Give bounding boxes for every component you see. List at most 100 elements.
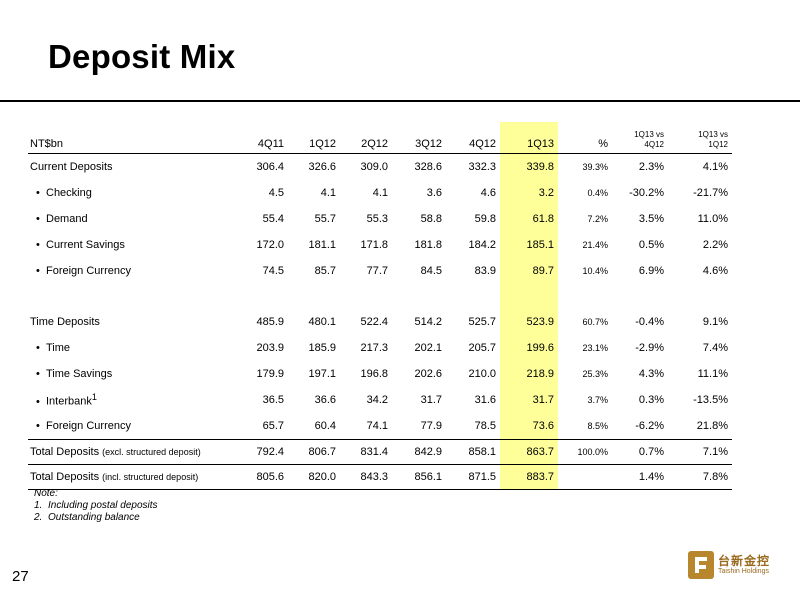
value-cell: 806.7 [288,439,340,465]
value-cell: 831.4 [340,439,392,465]
pct-cell: 21.4% [582,240,608,250]
table-row: Total Deposits (excl. structured deposit… [28,439,732,465]
value-cell: 203.9 [256,342,284,354]
spacer-row [28,284,732,309]
spacer-cell [392,284,446,309]
value-cell: 485.9 [256,316,284,328]
company-logo: 台新金控 Taishin Holdings [688,551,800,583]
qoq-cell: -2.9% [635,342,664,354]
pct-cell [558,464,612,490]
value-cell: 522.4 [360,316,388,328]
spacer-cell [668,284,732,309]
value-cell-current: 218.9 [500,361,558,387]
row-label-cell: • Current Savings [28,232,238,258]
value-cell: 217.3 [360,342,388,354]
pct-cell: 39.3% [582,162,608,172]
yoy-cell: 7.4% [702,342,728,354]
value-cell: 58.8 [420,213,442,225]
value-cell: 59.8 [474,213,496,225]
table-row: • Foreign Currency 65.7 60.4 74.1 77.9 78.5 73.… [28,413,732,440]
value-cell: 792.4 [238,439,288,465]
bullet-icon: • [36,239,40,251]
row-label: Checking [46,187,92,199]
yoy-cell: -21.7% [693,187,728,199]
footnote-number: 1. [34,500,43,511]
header-period: 4Q12 [446,122,500,154]
title-divider [0,100,800,102]
header-vs-quarter-top: 1Q13 vs [634,130,664,139]
yoy-cell: 21.8% [696,420,728,432]
footnote-number: 2. [34,512,43,523]
value-cell: 210.0 [468,368,496,380]
bullet-icon: • [36,342,40,354]
qoq-cell: 2.3% [638,161,664,173]
table-row: Total Deposits (incl. structured deposit… [28,464,732,490]
row-note: (excl. structured deposit) [102,447,201,457]
header-period: 2Q12 [340,122,392,154]
pct-cell: 0.4% [587,188,608,198]
page-title: Deposit Mix [48,38,236,75]
value-cell: 181.1 [308,239,336,251]
value-cell: 181.8 [414,239,442,251]
value-cell: 480.1 [308,316,336,328]
value-cell-current: 31.7 [500,387,558,413]
yoy-cell: 11.0% [697,213,728,225]
spacer-cell [238,284,288,309]
pct-cell: 25.3% [582,369,608,379]
value-cell: 326.6 [308,161,336,173]
value-cell: 74.1 [366,420,388,432]
value-cell: 172.0 [256,239,284,251]
value-cell: 805.6 [238,464,288,490]
value-cell: 843.3 [340,464,392,490]
value-cell: 55.7 [314,213,336,225]
row-label: Time [46,342,71,354]
table-header-row: NT$bn 4Q11 1Q12 2Q12 3Q12 4Q12 1Q13 % 1Q… [28,122,732,154]
table-row: Time Deposits 485.9 480.1 522.4 514.2 525.7 52… [28,309,732,335]
value-cell: 525.7 [468,316,496,328]
value-cell: 205.7 [468,342,496,354]
value-cell-current: 61.8 [500,206,558,232]
logo-mark-icon [688,551,714,579]
header-period: 4Q11 [238,122,288,154]
value-cell: 514.2 [414,316,442,328]
value-cell-current: 73.6 [500,413,558,440]
qoq-cell: -6.2% [635,420,664,432]
row-label: Interbank [46,395,92,408]
value-cell: 309.0 [360,161,388,173]
spacer-cell [500,284,558,309]
value-cell-current: 3.2 [500,180,558,206]
row-label-cell: Current Deposits [28,154,238,181]
row-label-cell: Time Deposits [28,309,238,335]
table-row: • Interbank1 36.5 36.6 34.2 31.7 31.6 31.7 3.7% 0… [28,387,732,413]
value-cell: 842.9 [392,439,446,465]
spacer-cell [558,284,612,309]
value-cell: 202.6 [414,368,442,380]
value-cell: 871.5 [446,464,500,490]
value-cell-current: 523.9 [500,309,558,335]
value-cell: 31.7 [420,394,442,406]
value-cell: 328.6 [414,161,442,173]
pct-cell: 60.7% [582,317,608,327]
spacer-cell [28,284,238,309]
footnote-item: 1. Including postal deposits [34,500,158,512]
deposit-mix-table: NT$bn 4Q11 1Q12 2Q12 3Q12 4Q12 1Q13 % 1Q… [28,122,732,490]
value-cell: 31.6 [474,394,496,406]
value-cell-current: 863.7 [500,439,558,465]
header-vs-quarter-bottom: 4Q12 [644,140,664,149]
value-cell-current: 339.8 [500,153,558,180]
bullet-icon: • [36,420,40,432]
value-cell: 4.1 [320,187,336,199]
spacer-cell [612,284,668,309]
value-cell: 196.8 [360,368,388,380]
page-number: 27 [12,568,29,585]
value-cell-current: 89.7 [500,258,558,284]
row-label-cell: • Foreign Currency [28,413,238,440]
value-cell: 3.6 [426,187,442,199]
qoq-cell: 3.5% [638,213,664,225]
row-label: Time Deposits [30,316,100,328]
pct-cell: 8.5% [587,421,608,431]
yoy-cell: -13.5% [693,394,728,406]
header-vs-year-top: 1Q13 vs [698,130,728,139]
row-label: Time Savings [46,368,113,380]
value-cell: 332.3 [468,161,496,173]
